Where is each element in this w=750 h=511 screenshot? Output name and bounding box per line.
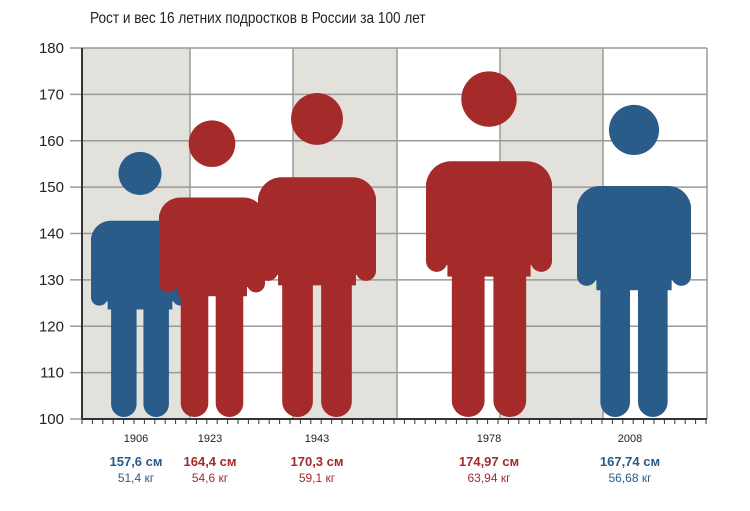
year-label: 1906	[124, 433, 148, 445]
figure-head	[461, 71, 517, 127]
labels: 1906 157,6 см 51,4 кг 1923 164,4 см 54,6 кг 19…	[110, 433, 661, 485]
weight-label: 59,1 кг	[299, 471, 336, 485]
figure-right-leg	[321, 269, 352, 417]
figure-1923	[159, 120, 265, 417]
figure-right-leg	[215, 281, 244, 417]
y-tick-label: 170	[39, 86, 64, 103]
figure-2008	[577, 104, 691, 417]
figure-head	[118, 151, 162, 195]
weight-label: 56,68 кг	[609, 471, 653, 485]
height-label: 174,97 см	[459, 454, 519, 469]
figure-1906	[91, 151, 189, 417]
y-tick-label: 100	[39, 411, 64, 428]
figure-left-leg	[451, 259, 485, 417]
chart-title: Рост и вес 16 летних подростков в России…	[90, 10, 426, 27]
figure-head	[188, 120, 236, 167]
height-label: 157,6 см	[110, 454, 163, 469]
figure-left-arm	[159, 208, 178, 293]
figure-left-leg	[180, 281, 209, 417]
year-label: 1923	[198, 433, 222, 445]
figure-head	[291, 92, 343, 145]
figure-right-arm	[530, 173, 552, 272]
height-label: 167,74 см	[600, 454, 660, 469]
height-label: 170,3 см	[291, 454, 344, 469]
figures	[91, 71, 691, 417]
figure-right-leg	[143, 295, 169, 417]
height-label: 164,4 см	[184, 454, 237, 469]
y-tick-label: 160	[39, 133, 64, 150]
figure-right-arm	[355, 189, 376, 281]
year-label: 2008	[618, 433, 642, 445]
year-label: 1943	[305, 433, 329, 445]
weight-label: 51,4 кг	[118, 471, 155, 485]
figure-torso-core	[278, 191, 356, 286]
figure-right-leg	[637, 274, 668, 417]
weight-label: 63,94 кг	[468, 471, 512, 485]
figure-torso-core	[177, 210, 247, 297]
y-tick-label: 120	[39, 318, 64, 335]
figure-right-arm	[671, 197, 691, 286]
figure-1978	[426, 71, 552, 417]
y-tick-label: 110	[40, 365, 64, 382]
figure-head	[608, 104, 660, 156]
y-tick-label: 140	[39, 226, 64, 243]
figure-left-leg	[600, 274, 631, 417]
y-tick-label: 150	[39, 179, 64, 196]
figure-torso-core	[596, 199, 672, 291]
figure-1943	[258, 92, 376, 417]
y-tick-label: 130	[39, 272, 64, 289]
figure-left-arm	[577, 197, 597, 286]
year-label: 1978	[477, 433, 501, 445]
figure-left-arm	[426, 173, 448, 272]
figure-left-leg	[282, 269, 313, 417]
figure-left-leg	[111, 295, 137, 417]
figure-left-arm	[91, 230, 108, 306]
figure-right-leg	[493, 259, 527, 417]
figure-torso-core	[447, 176, 531, 277]
axes: 100 110 120 130 140 150 160 170 180	[39, 40, 707, 428]
weight-label: 54,6 кг	[192, 471, 229, 485]
y-tick-label: 180	[39, 40, 64, 57]
figure-left-arm	[258, 189, 279, 281]
